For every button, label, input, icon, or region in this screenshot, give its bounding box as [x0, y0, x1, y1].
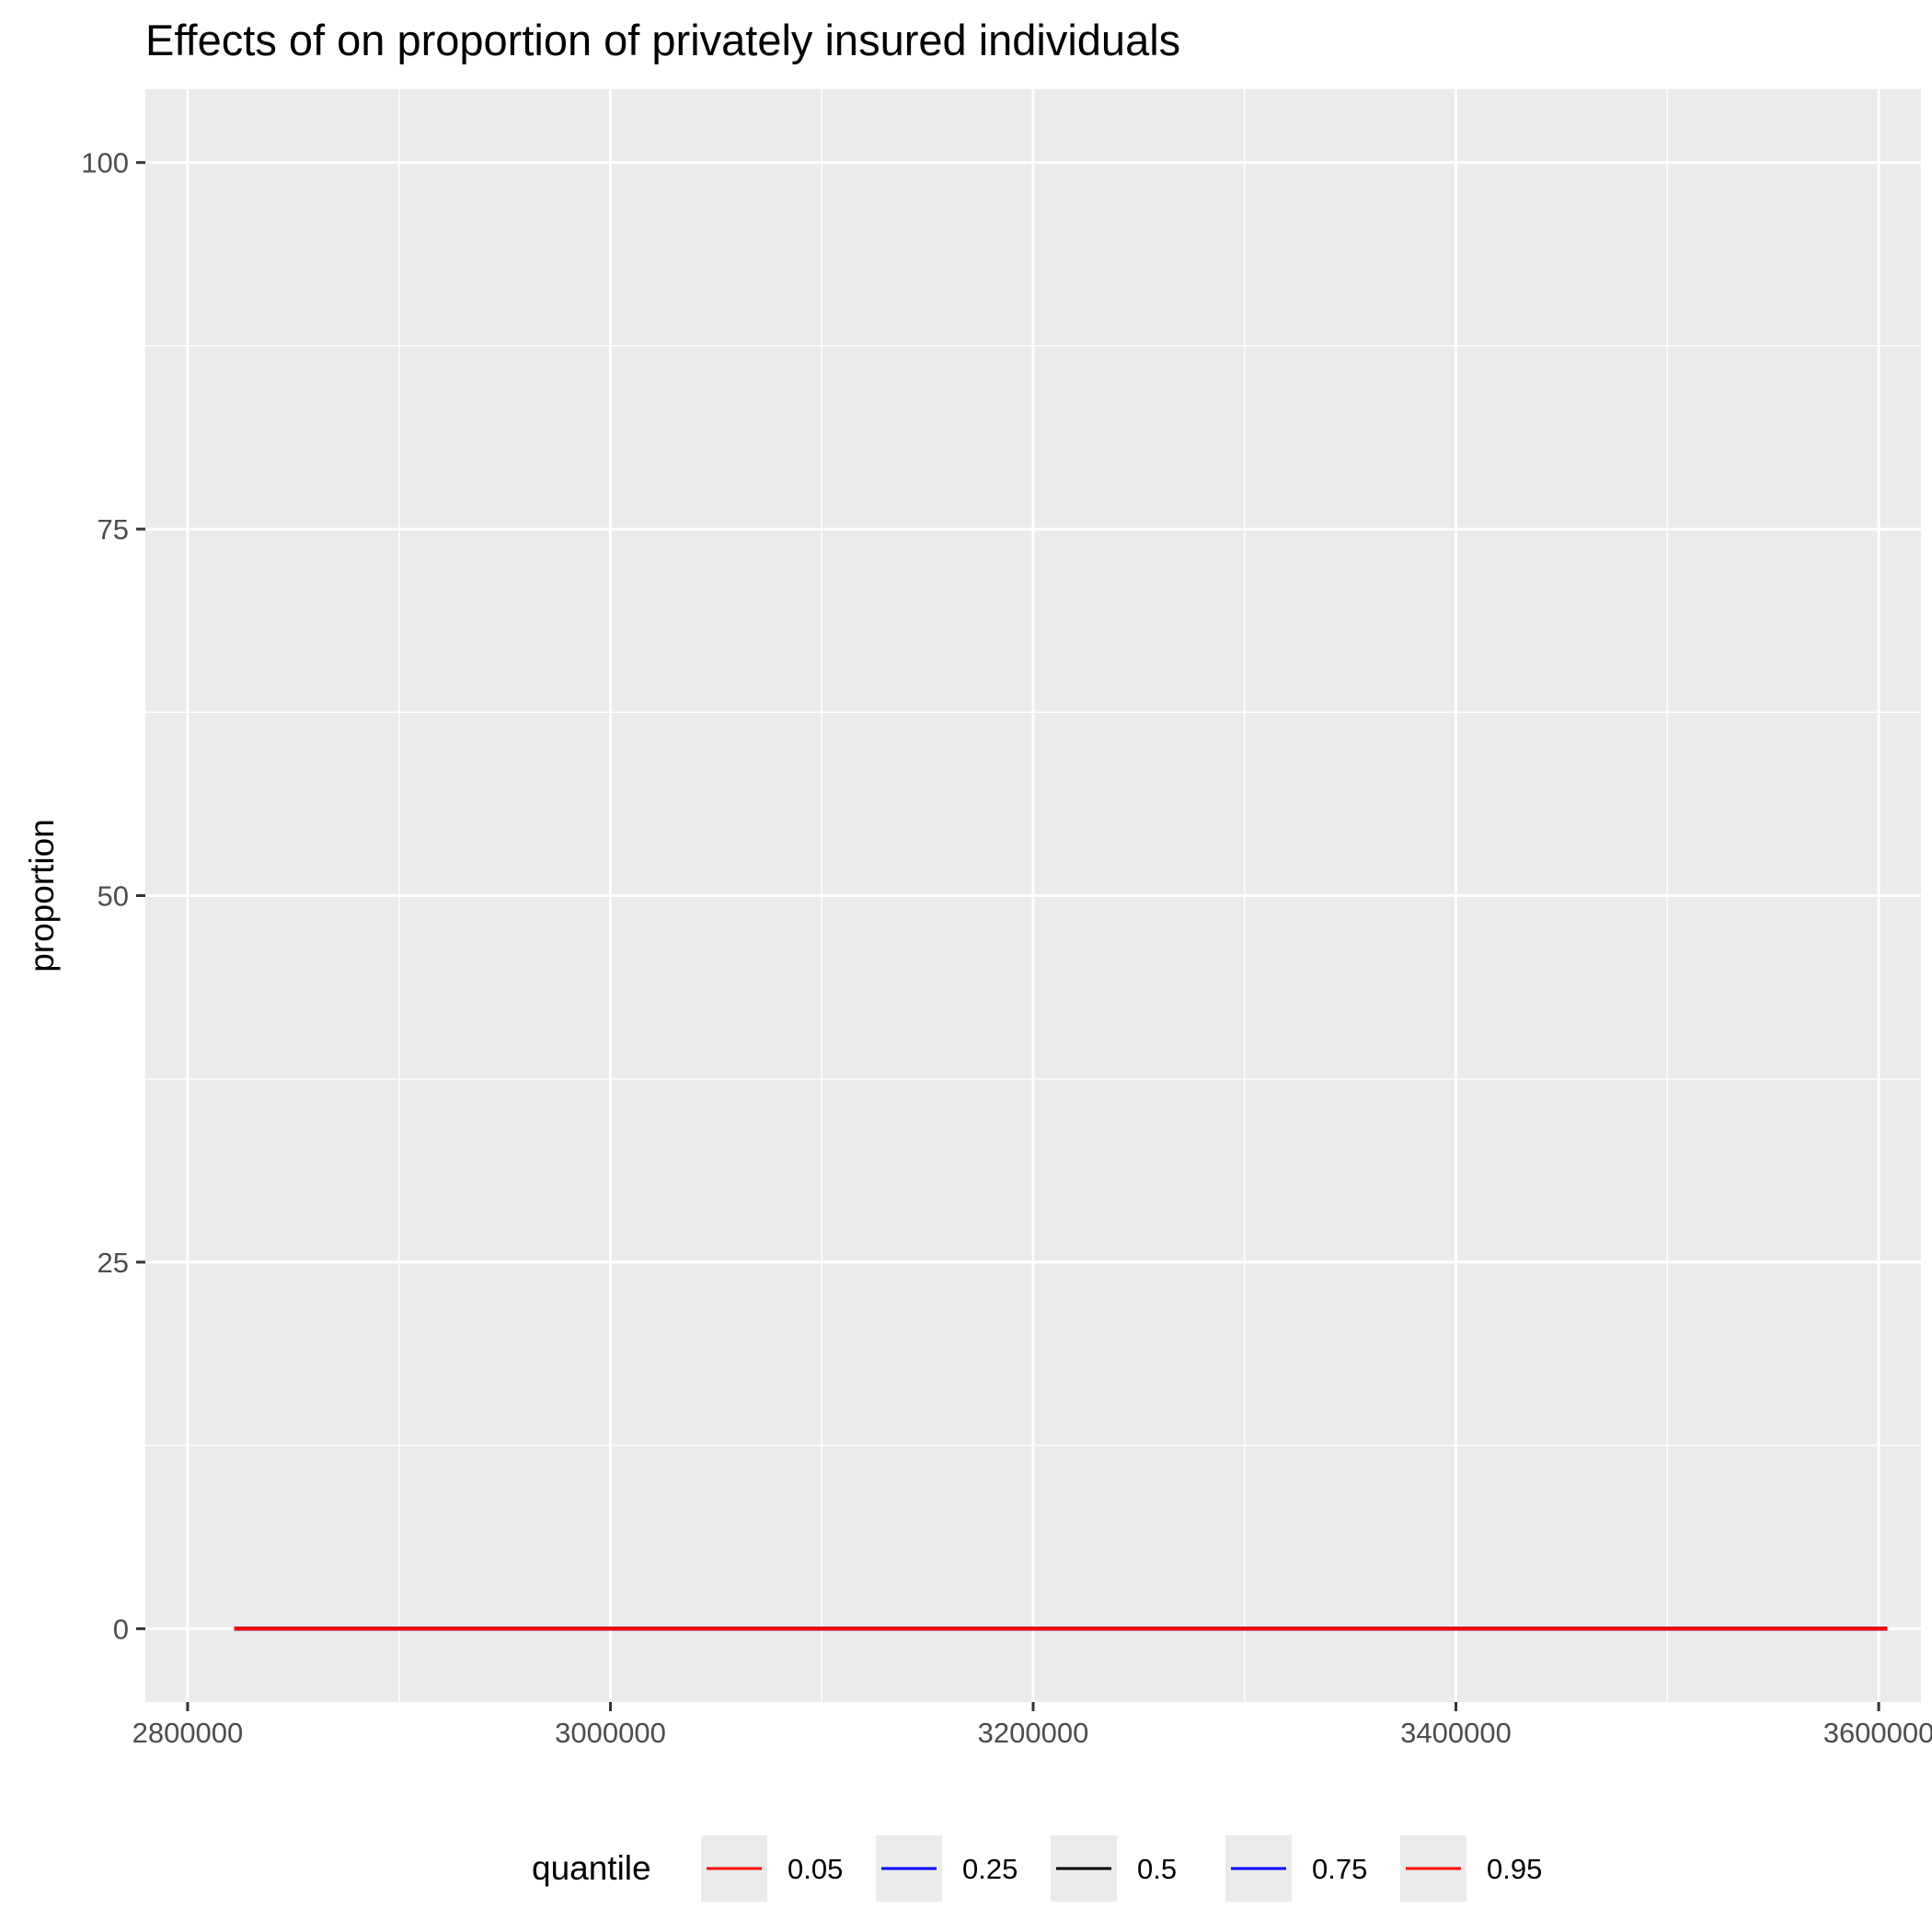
x-axis: 2800000 3000000 3200000 3400000 3600000: [132, 1702, 1932, 1749]
y-tick-label: 100: [81, 147, 129, 179]
x-tick-label: 3200000: [978, 1717, 1089, 1749]
y-tick-label: 25: [98, 1247, 129, 1279]
y-tick-label: 50: [98, 880, 129, 913]
legend-label: 0.95: [1487, 1853, 1542, 1885]
legend-label: 0.25: [962, 1853, 1018, 1885]
legend-label: 0.05: [788, 1853, 843, 1885]
y-tick-label: 0: [113, 1613, 129, 1645]
legend-label: 0.5: [1137, 1853, 1177, 1885]
chart-title: Effects of on proportion of privately in…: [145, 16, 1180, 64]
legend-label: 0.75: [1312, 1853, 1367, 1885]
legend: quantile 0.05 0.25 0.5 0.75 0.95: [532, 1835, 1542, 1902]
y-axis-title: proportion: [23, 819, 61, 972]
y-tick-label: 75: [98, 513, 129, 546]
legend-title: quantile: [532, 1849, 651, 1887]
x-tick-label: 3400000: [1400, 1717, 1512, 1749]
x-tick-label: 2800000: [132, 1717, 244, 1749]
x-tick-label: 3000000: [555, 1717, 666, 1749]
x-tick-label: 3600000: [1823, 1717, 1932, 1749]
y-axis: 0 25 50 75 100: [81, 147, 145, 1645]
